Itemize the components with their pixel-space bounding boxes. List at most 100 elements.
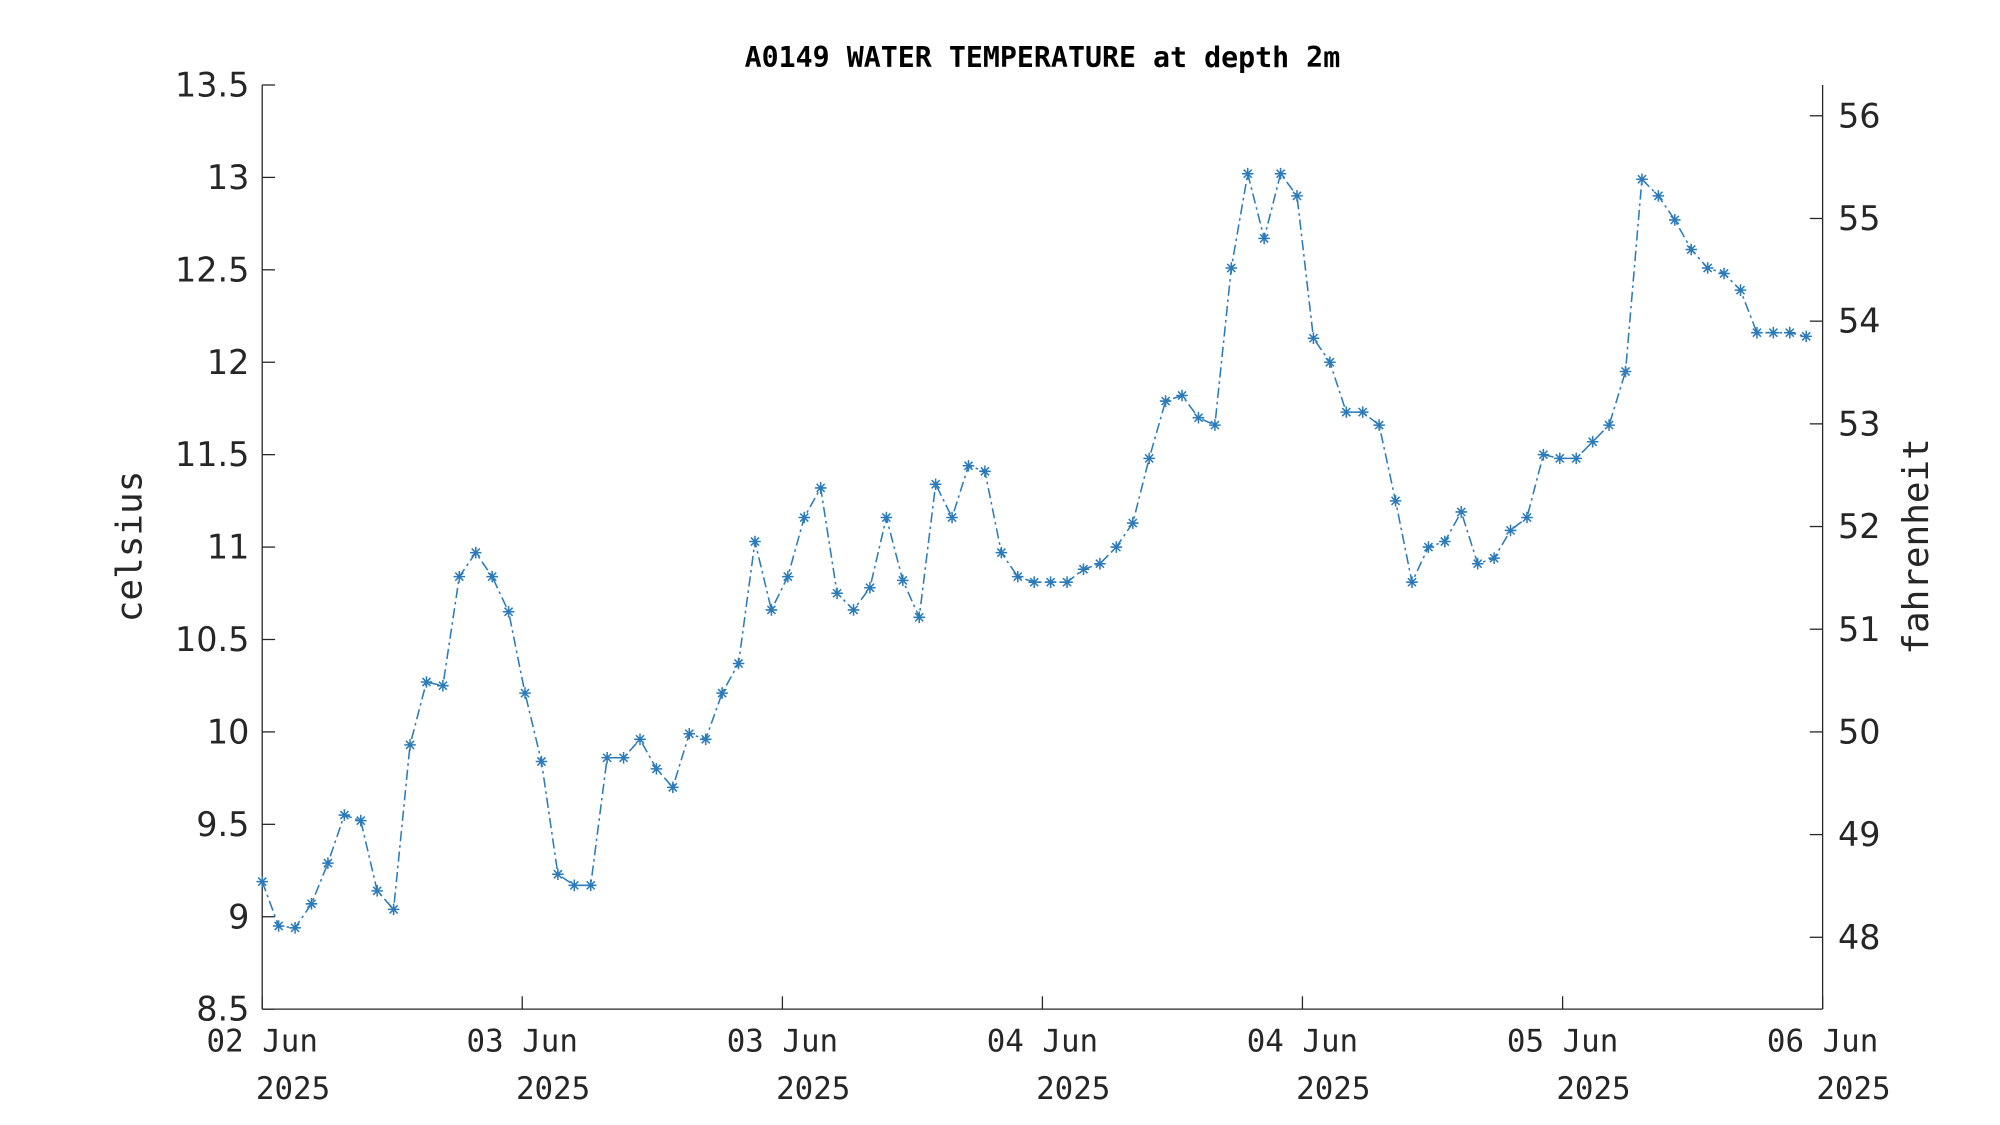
data-point — [979, 465, 991, 478]
data-point — [716, 687, 728, 699]
data-point — [1225, 262, 1238, 274]
data-point — [1176, 389, 1188, 402]
data-point — [1356, 406, 1369, 418]
data-point — [913, 611, 926, 624]
y-tick-label: 13.5 — [175, 66, 249, 105]
data-point — [1324, 356, 1336, 369]
data-point — [1439, 535, 1451, 548]
data-point — [995, 546, 1008, 559]
data-point — [371, 885, 383, 897]
data-point — [1455, 506, 1468, 518]
data-point — [552, 868, 564, 881]
data-point — [929, 478, 942, 491]
data-point — [453, 570, 466, 583]
data-point — [535, 755, 548, 768]
y2-tick-label: 56 — [1838, 96, 1881, 135]
x-tick-label: 04 Jun — [987, 1024, 1098, 1060]
y-tick-label: 13 — [207, 158, 250, 197]
data-point — [1685, 243, 1698, 256]
x-tick-label: 02 Jun — [207, 1024, 318, 1060]
data-point — [847, 604, 860, 616]
y2-tick-label: 51 — [1838, 610, 1881, 649]
data-point — [782, 570, 794, 583]
data-point — [584, 879, 597, 892]
data-point — [1389, 495, 1402, 507]
data-point — [1586, 435, 1599, 448]
data-point — [404, 739, 416, 751]
data-point — [1554, 452, 1566, 465]
data-point — [1077, 563, 1090, 576]
x-tick-label: 2025 — [1036, 1071, 1110, 1107]
y2-tick-label: 52 — [1838, 507, 1881, 546]
data-point — [880, 511, 893, 524]
data-point — [420, 676, 433, 688]
data-point — [469, 546, 482, 559]
data-point — [1241, 167, 1254, 180]
x-tick-label: 2025 — [1816, 1071, 1890, 1107]
y-tick-label: 9 — [228, 897, 249, 936]
data-point — [617, 752, 630, 764]
data-point — [1209, 419, 1221, 431]
y2-tick-label: 53 — [1838, 404, 1881, 443]
data-point — [1011, 570, 1024, 583]
data-point — [354, 814, 367, 827]
data-point — [1126, 517, 1139, 529]
data-point — [486, 570, 498, 583]
data-point — [1110, 541, 1123, 553]
data-point — [1488, 552, 1500, 564]
data-point — [798, 511, 811, 524]
y2-tick-label: 49 — [1838, 815, 1881, 854]
data-point — [1570, 452, 1583, 465]
y2-tick-label: 54 — [1838, 302, 1881, 341]
data-point — [1373, 419, 1385, 431]
y-tick-label: 8.5 — [196, 990, 249, 1029]
data-point — [322, 857, 334, 869]
data-point — [1028, 576, 1040, 588]
data-point — [1603, 419, 1615, 431]
x-tick-label: 2025 — [776, 1071, 850, 1107]
data-point — [1636, 173, 1648, 186]
data-point — [1291, 190, 1303, 202]
y-tick-label: 10 — [207, 712, 250, 751]
data-point — [1701, 262, 1714, 274]
y-axis-label: celsius — [109, 471, 150, 623]
data-point — [1422, 541, 1435, 553]
data-point — [1340, 406, 1353, 418]
x-tick-label: 05 Jun — [1507, 1024, 1618, 1060]
data-point — [305, 898, 318, 910]
data-point — [1192, 411, 1205, 424]
x-tick-label: 03 Jun — [467, 1024, 578, 1060]
data-point — [1652, 190, 1665, 202]
data-point — [272, 920, 285, 932]
data-point — [1274, 167, 1287, 180]
data-point — [897, 574, 909, 587]
data-point — [1521, 511, 1533, 524]
x-tick-label: 06 Jun — [1767, 1024, 1878, 1060]
data-point — [256, 875, 268, 888]
data-point — [1800, 330, 1812, 343]
y-tick-label: 10.5 — [175, 620, 249, 659]
data-point — [749, 535, 761, 548]
data-point — [502, 605, 515, 618]
data-point — [1159, 395, 1172, 407]
data-point — [1504, 524, 1517, 537]
data-point — [814, 482, 827, 494]
data-point — [650, 763, 663, 775]
x-tick-label: 2025 — [1296, 1071, 1370, 1107]
y2-tick-label: 48 — [1838, 918, 1881, 957]
data-point — [338, 809, 351, 821]
data-point — [699, 733, 712, 746]
data-point — [387, 903, 400, 916]
y-tick-label: 12 — [207, 343, 250, 382]
data-point — [601, 752, 613, 764]
data-point — [519, 687, 531, 699]
data-point — [568, 879, 581, 892]
x-tick-label: 2025 — [256, 1071, 330, 1107]
y-tick-label: 12.5 — [175, 250, 249, 289]
data-point — [1143, 452, 1155, 465]
data-point — [437, 679, 449, 692]
y2-tick-label: 55 — [1838, 199, 1881, 238]
data-point — [289, 922, 301, 934]
data-point — [765, 604, 778, 616]
